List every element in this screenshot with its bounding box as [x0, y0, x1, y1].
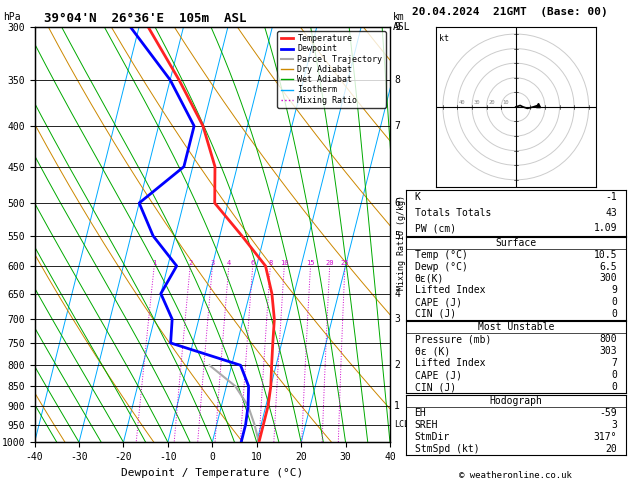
- Text: km: km: [393, 12, 405, 22]
- Text: StmDir: StmDir: [415, 432, 450, 442]
- Text: Temp (°C): Temp (°C): [415, 250, 467, 260]
- Text: 5: 5: [394, 231, 400, 241]
- Text: 6: 6: [394, 198, 400, 208]
- Text: 20: 20: [488, 100, 494, 105]
- Text: 4: 4: [394, 289, 400, 298]
- Text: Lifted Index: Lifted Index: [415, 358, 485, 368]
- Text: StmSpd (kt): StmSpd (kt): [415, 444, 479, 454]
- Text: 303: 303: [599, 346, 617, 356]
- Text: 9: 9: [611, 285, 617, 295]
- Text: -59: -59: [599, 408, 617, 418]
- Text: 9: 9: [394, 22, 400, 32]
- Text: θε (K): θε (K): [415, 346, 450, 356]
- Text: 2: 2: [188, 260, 192, 266]
- Text: -1: -1: [605, 192, 617, 202]
- Text: Lifted Index: Lifted Index: [415, 285, 485, 295]
- Text: 3: 3: [394, 314, 400, 324]
- Text: kt: kt: [438, 34, 448, 43]
- Text: Most Unstable: Most Unstable: [477, 322, 554, 332]
- Text: 0: 0: [611, 297, 617, 307]
- Text: 43: 43: [605, 208, 617, 218]
- Text: CAPE (J): CAPE (J): [415, 370, 462, 380]
- Text: 3: 3: [210, 260, 214, 266]
- Text: 1.09: 1.09: [594, 223, 617, 233]
- Text: 6: 6: [250, 260, 255, 266]
- Text: 3: 3: [611, 420, 617, 430]
- Text: 6.5: 6.5: [599, 261, 617, 272]
- Text: EH: EH: [415, 408, 426, 418]
- Text: 20.04.2024  21GMT  (Base: 00): 20.04.2024 21GMT (Base: 00): [412, 7, 608, 17]
- Text: SREH: SREH: [415, 420, 438, 430]
- Text: 20: 20: [605, 444, 617, 454]
- Text: K: K: [415, 192, 420, 202]
- Text: 0: 0: [611, 309, 617, 319]
- Text: 0: 0: [611, 370, 617, 380]
- Text: hPa: hPa: [3, 12, 21, 22]
- Text: 7: 7: [611, 358, 617, 368]
- Text: CAPE (J): CAPE (J): [415, 297, 462, 307]
- Text: 10: 10: [280, 260, 289, 266]
- Text: θε(K): θε(K): [415, 274, 444, 283]
- Text: 1: 1: [152, 260, 157, 266]
- X-axis label: Dewpoint / Temperature (°C): Dewpoint / Temperature (°C): [121, 468, 303, 478]
- Text: 317°: 317°: [594, 432, 617, 442]
- Text: CIN (J): CIN (J): [415, 309, 455, 319]
- Text: 8: 8: [268, 260, 272, 266]
- Text: LCL: LCL: [394, 420, 409, 429]
- Text: Dewp (°C): Dewp (°C): [415, 261, 467, 272]
- Text: Hodograph: Hodograph: [489, 396, 542, 406]
- Text: Mixing Ratio (g/kg): Mixing Ratio (g/kg): [397, 195, 406, 291]
- Text: 10: 10: [503, 100, 509, 105]
- Text: 39°04'N  26°36'E  105m  ASL: 39°04'N 26°36'E 105m ASL: [44, 12, 247, 25]
- Text: © weatheronline.co.uk: © weatheronline.co.uk: [459, 471, 572, 480]
- Text: 8: 8: [394, 75, 400, 85]
- Text: 15: 15: [306, 260, 314, 266]
- Text: 7: 7: [394, 121, 400, 131]
- Text: Totals Totals: Totals Totals: [415, 208, 491, 218]
- Legend: Temperature, Dewpoint, Parcel Trajectory, Dry Adiabat, Wet Adiabat, Isotherm, Mi: Temperature, Dewpoint, Parcel Trajectory…: [277, 31, 386, 108]
- Text: 20: 20: [325, 260, 334, 266]
- Text: 10.5: 10.5: [594, 250, 617, 260]
- Text: 0: 0: [611, 382, 617, 392]
- Text: 4: 4: [226, 260, 231, 266]
- Text: ASL: ASL: [393, 22, 411, 32]
- Text: 2: 2: [394, 360, 400, 370]
- Text: 300: 300: [599, 274, 617, 283]
- Text: 30: 30: [474, 100, 480, 105]
- Text: 1: 1: [394, 401, 400, 411]
- Text: 40: 40: [459, 100, 465, 105]
- Text: Surface: Surface: [495, 238, 537, 248]
- Text: 800: 800: [599, 334, 617, 344]
- Text: PW (cm): PW (cm): [415, 223, 455, 233]
- Text: 25: 25: [341, 260, 349, 266]
- Text: Pressure (mb): Pressure (mb): [415, 334, 491, 344]
- Text: CIN (J): CIN (J): [415, 382, 455, 392]
